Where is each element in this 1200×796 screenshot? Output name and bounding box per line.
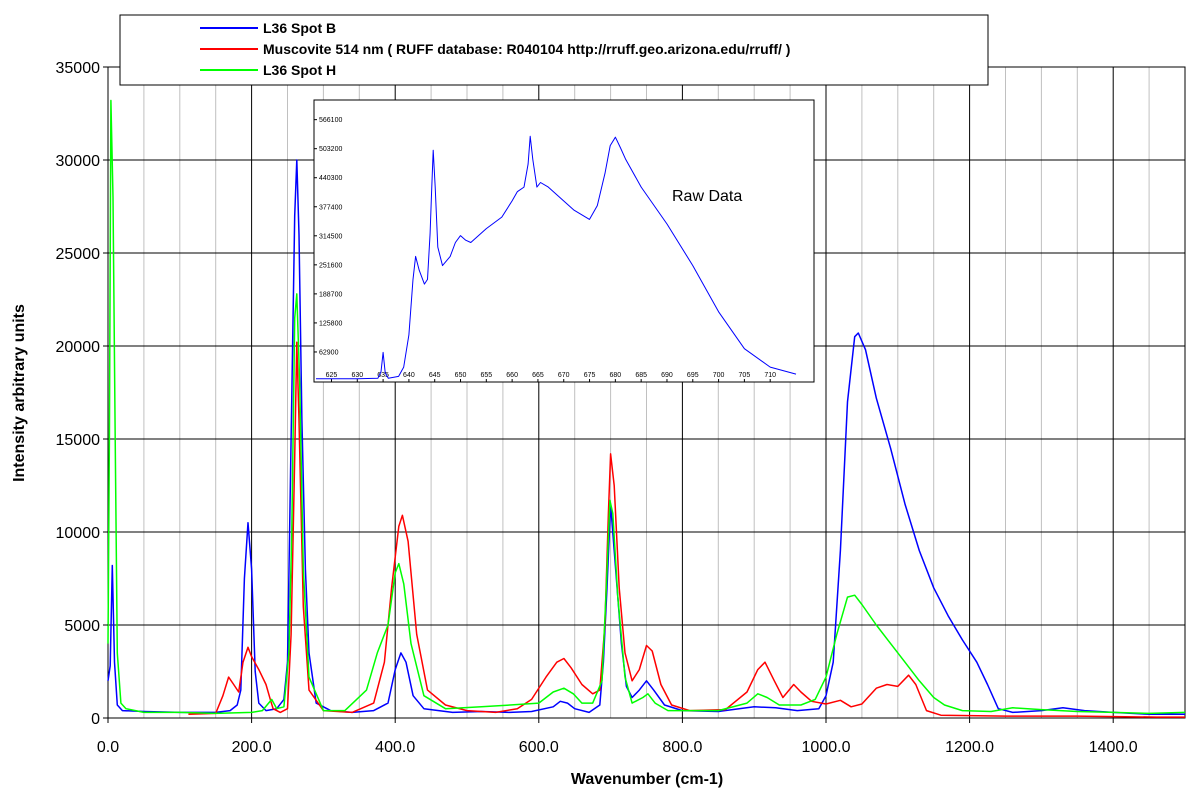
inset-x-tick-label: 690 <box>661 372 673 379</box>
inset-y-tick-label: 251600 <box>319 262 342 269</box>
y-tick-label: 20000 <box>56 339 101 356</box>
inset-y-tick-label: 566100 <box>319 117 342 124</box>
inset-y-tick-label: 314500 <box>319 233 342 240</box>
legend-entry-label: L36 Spot B <box>263 20 336 36</box>
x-tick-label: 1400.0 <box>1089 739 1138 756</box>
inset-x-tick-label: 655 <box>480 372 492 379</box>
y-tick-label: 35000 <box>56 60 101 77</box>
inset-y-tick-label: 62900 <box>319 349 339 356</box>
inset-y-tick-label: 377400 <box>319 204 342 211</box>
inset-x-tick-label: 700 <box>713 372 725 379</box>
y-tick-label: 15000 <box>56 432 101 449</box>
inset-x-tick-label: 645 <box>429 372 441 379</box>
series-line-3 <box>107 99 1186 715</box>
inset-x-tick-label: 665 <box>532 372 544 379</box>
legend: L36 Spot B Muscovite 514 nm ( RUFF databa… <box>119 14 989 86</box>
x-axis-ticks: 0.0 200.0 400.0 600.0 800.0 1000.0 1200.0 1400.… <box>97 718 1138 756</box>
inset-y-tick-label: 440300 <box>319 175 342 182</box>
legend-box <box>119 14 989 86</box>
y-tick-label: 0 <box>91 711 100 728</box>
inset-x-tick-label: 705 <box>739 372 751 379</box>
x-tick-label: 1000.0 <box>802 739 851 756</box>
inset-y-tick-label: 503200 <box>319 146 342 153</box>
inset-x-tick-label: 640 <box>403 372 415 379</box>
x-axis-label: Wavenumber (cm-1) <box>571 771 723 788</box>
inset-x-tick-label: 660 <box>506 372 518 379</box>
inset-x-tick-label: 635 <box>377 372 389 379</box>
inset-frame <box>313 99 815 383</box>
y-tick-label: 25000 <box>56 246 101 263</box>
inset-y-tick-label: 125800 <box>319 320 342 327</box>
inset-y-tick-label: 188700 <box>319 291 342 298</box>
inset-x-tick-label: 695 <box>687 372 699 379</box>
legend-entry-label: L36 Spot H <box>263 62 336 78</box>
inset-x-tick-label: 710 <box>764 372 776 379</box>
series-line-2 <box>188 341 1185 718</box>
y-tick-label: 5000 <box>64 618 100 635</box>
inset-x-tick-label: 685 <box>635 372 647 379</box>
inset-series-line <box>316 135 797 380</box>
x-tick-label: 0.0 <box>97 739 119 756</box>
series-line-1 <box>107 159 1185 716</box>
x-tick-label: 600.0 <box>519 739 559 756</box>
y-tick-label: 10000 <box>56 525 101 542</box>
y-axis-label: Intensity arbitrary units <box>11 304 28 482</box>
x-tick-label: 1200.0 <box>945 739 994 756</box>
x-tick-label: 200.0 <box>232 739 272 756</box>
inset-annotation: Raw Data <box>672 188 742 205</box>
x-tick-label: 400.0 <box>375 739 415 756</box>
legend-entry-label: Muscovite 514 nm ( RUFF database: R04010… <box>263 41 790 57</box>
inset-x-tick-label: 675 <box>584 372 596 379</box>
inset-x-tick-label: 625 <box>326 372 338 379</box>
x-tick-label: 800.0 <box>662 739 702 756</box>
inset-x-tick-label: 650 <box>455 372 467 379</box>
inset-x-tick-label: 680 <box>610 372 622 379</box>
raw-data-inset: 62900 125800 188700 251600 314500 377400 44030… <box>313 99 815 383</box>
inset-x-tick-label: 670 <box>558 372 570 379</box>
y-axis-ticks: 0 5000 10000 15000 20000 25000 30000 35000 <box>56 60 108 728</box>
y-tick-label: 30000 <box>56 153 101 170</box>
inset-x-tick-label: 630 <box>351 372 363 379</box>
